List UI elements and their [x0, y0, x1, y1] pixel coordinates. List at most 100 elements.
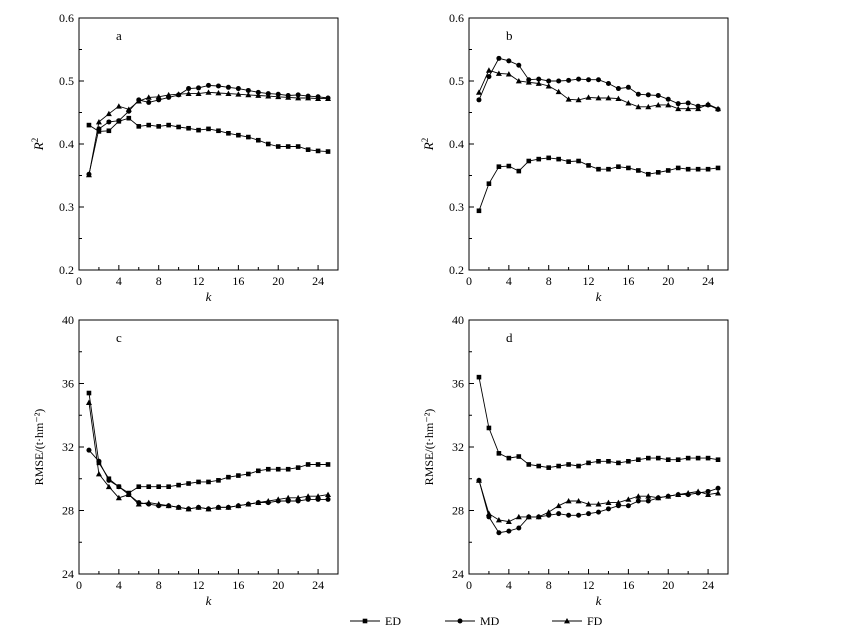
data-point — [665, 493, 672, 499]
y-tick-label: 0.3 — [59, 200, 74, 214]
data-point — [295, 92, 301, 98]
y-tick-label: 24 — [62, 567, 74, 581]
data-point — [265, 466, 271, 472]
data-point — [705, 166, 711, 172]
data-point — [196, 85, 202, 91]
data-point — [596, 509, 601, 515]
data-point — [135, 501, 142, 507]
data-point — [325, 149, 331, 154]
data-point — [285, 94, 292, 100]
data-point — [515, 513, 522, 520]
data-point — [566, 77, 572, 83]
data-point — [575, 497, 582, 504]
x-tick-label: 0 — [76, 578, 82, 592]
data-point — [655, 170, 661, 175]
y-tick-label: 0.5 — [449, 74, 464, 88]
data-point — [256, 468, 261, 474]
data-point — [295, 95, 302, 101]
data-point — [615, 86, 621, 92]
data-point — [526, 462, 532, 467]
data-point — [595, 95, 602, 101]
y-tick-label: 0.4 — [59, 137, 74, 151]
data-point — [565, 96, 572, 102]
data-point — [305, 493, 312, 499]
x-tick-label: 20 — [662, 578, 674, 592]
x-tick-label: 12 — [193, 274, 205, 288]
x-tick-label: 4 — [506, 578, 512, 592]
data-point — [155, 93, 162, 100]
data-point — [146, 122, 152, 128]
data-point — [506, 528, 512, 534]
data-point — [516, 62, 522, 68]
data-point — [625, 100, 632, 106]
data-point — [305, 95, 312, 101]
y-tick-label: 0.4 — [449, 137, 464, 151]
plot-frame — [78, 319, 339, 575]
data-point — [116, 118, 122, 124]
y-tick-label: 36 — [62, 377, 74, 391]
data-point — [275, 93, 282, 100]
data-point — [516, 168, 522, 174]
y-axis-label-sup: 2 — [30, 138, 40, 143]
data-point — [645, 493, 652, 499]
data-point — [655, 494, 662, 501]
data-point — [126, 115, 132, 121]
data-point — [146, 99, 152, 105]
data-point — [636, 457, 641, 462]
data-point — [105, 483, 112, 490]
data-point — [685, 490, 692, 496]
data-point — [665, 168, 671, 173]
data-point — [566, 512, 572, 518]
y-axis-label-base: R — [421, 142, 436, 151]
x-tick-label: 20 — [272, 578, 284, 592]
series-ED — [86, 115, 331, 154]
data-point — [605, 81, 611, 87]
data-point — [695, 105, 702, 112]
data-point — [715, 490, 722, 496]
y-tick-label: 28 — [452, 504, 464, 518]
series-MD — [86, 447, 331, 512]
series-line — [478, 69, 719, 110]
data-point — [106, 477, 112, 483]
series-line — [88, 392, 328, 494]
data-point — [295, 465, 301, 470]
data-point — [106, 128, 112, 134]
x-tick-label: 20 — [272, 274, 284, 288]
series-ED — [476, 374, 721, 470]
series-line — [88, 449, 328, 510]
data-point — [485, 510, 492, 517]
y-tick-label: 40 — [452, 313, 464, 327]
series-line — [88, 402, 329, 510]
data-point — [476, 97, 482, 103]
x-tick-label: 16 — [232, 578, 244, 592]
data-point — [646, 455, 651, 461]
data-point — [215, 83, 221, 89]
data-point — [506, 455, 512, 461]
data-point — [246, 471, 251, 477]
data-point — [175, 504, 182, 510]
data-point — [675, 165, 681, 171]
y-tick-label: 0.6 — [59, 11, 74, 25]
data-point — [625, 503, 631, 509]
y-tick-label: 32 — [452, 440, 464, 454]
data-point — [605, 499, 612, 505]
data-point — [205, 89, 212, 95]
data-point — [685, 100, 691, 106]
series-line — [478, 480, 719, 523]
data-point — [625, 496, 632, 502]
panel-label: d — [506, 330, 513, 345]
data-point — [625, 84, 631, 90]
data-point — [675, 457, 681, 462]
data-point — [556, 511, 562, 517]
data-point — [195, 90, 202, 96]
data-point — [235, 91, 242, 97]
data-point — [646, 171, 651, 177]
y-tick-label: 0.2 — [59, 263, 74, 277]
data-point — [655, 92, 661, 98]
data-point — [665, 101, 672, 108]
series-ED — [476, 155, 721, 214]
data-point — [216, 478, 221, 483]
data-point — [576, 158, 581, 164]
